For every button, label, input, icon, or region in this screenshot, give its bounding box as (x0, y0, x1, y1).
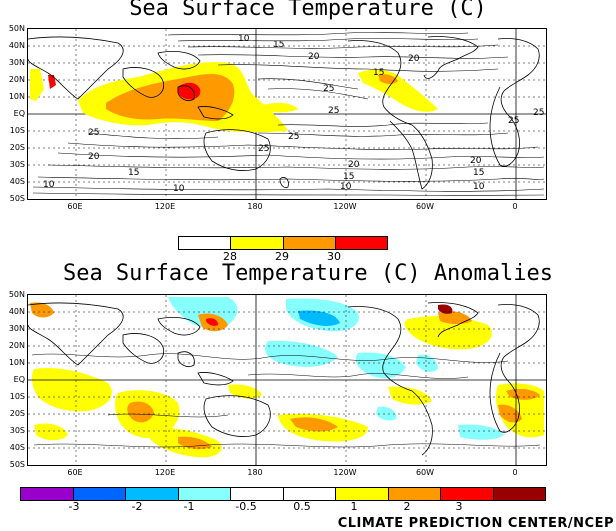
colorbar-swatch (493, 488, 545, 500)
lon-label: 180 (247, 468, 263, 477)
lon-label: 120E (154, 468, 176, 477)
colorbar-swatch (336, 488, 389, 500)
colorbar-label: -1 (183, 500, 195, 513)
lon-label: 120W (333, 202, 357, 211)
colorbar-label: 3 (455, 500, 463, 513)
lon-label: 60W (415, 468, 435, 477)
lat-label: 20S (9, 409, 25, 418)
lat-label: 40N (8, 307, 25, 316)
lat-label: 10N (8, 358, 25, 367)
lat-label: 40S (9, 443, 25, 452)
lon-label: 180 (247, 202, 263, 211)
lat-label: 10N (8, 92, 25, 101)
colorbar-label: 28 (223, 250, 237, 263)
colorbar-swatch (441, 488, 494, 500)
lat-label: 50N (8, 24, 25, 33)
colorbar-swatch (388, 488, 441, 500)
anomaly-map (27, 294, 547, 466)
colorbar-label: -0.5 (235, 500, 257, 513)
contour-label: 25 (533, 108, 544, 118)
colorbar-swatch (126, 488, 179, 500)
lat-label: 50S (9, 194, 25, 203)
sst-colorbar (178, 236, 388, 250)
lat-label: 10S (9, 126, 25, 135)
colorbar-swatch (283, 237, 336, 249)
colorbar-label: -2 (131, 500, 143, 513)
colorbar-swatch (231, 237, 284, 249)
contour-label: 15 (343, 172, 354, 182)
lat-label: 30N (8, 324, 25, 333)
lat-label: 50S (9, 460, 25, 469)
lat-label: EQ (13, 109, 25, 118)
contour-label: 15 (473, 168, 484, 178)
contour-label: 25 (88, 128, 99, 138)
colorbar-swatch (21, 488, 74, 500)
lon-label: 0 (512, 468, 518, 477)
anomaly-colorbar (20, 487, 546, 501)
lon-label: 120E (154, 202, 176, 211)
contour-label: 10 (473, 182, 485, 192)
lon-label: 60E (67, 468, 83, 477)
colorbar-label: 1 (350, 500, 358, 513)
contour-label: 20 (348, 160, 360, 170)
lat-label: 40N (8, 41, 25, 50)
contour-label: 25 (258, 144, 269, 154)
lat-label: EQ (13, 375, 25, 384)
lat-label: 10S (9, 392, 25, 401)
contour-label: 25 (508, 116, 519, 126)
colorbar-swatch (178, 488, 231, 500)
colorbar-label: 2 (403, 500, 411, 513)
colorbar-label: 30 (327, 250, 341, 263)
sst-map-canvas: 10 15 20 25 25 25 25 20 15 10 10 20 15 1… (28, 29, 546, 199)
lat-label: 40S (9, 177, 25, 186)
contour-label: 15 (273, 40, 284, 50)
contour-label: 10 (238, 34, 250, 44)
contour-label: 20 (88, 152, 100, 162)
contour-label: 15 (373, 68, 384, 78)
contour-label: 20 (308, 52, 320, 62)
anomaly-map-title: Sea Surface Temperature (C) Anomalies (62, 261, 554, 286)
colorbar-swatch (283, 488, 336, 500)
contour-label: 20 (470, 156, 482, 166)
colorbar-swatch (73, 488, 126, 500)
lon-label: 0 (512, 202, 518, 211)
contour-label: 25 (288, 132, 299, 142)
lat-label: 20S (9, 143, 25, 152)
colorbar-label: 0.5 (293, 500, 311, 513)
contour-label: 25 (328, 106, 339, 116)
lat-label: 50N (8, 290, 25, 299)
colorbar-swatch (231, 488, 284, 500)
contour-label: 20 (408, 54, 420, 64)
contour-label: 10 (340, 182, 352, 192)
colorbar-label: 29 (275, 250, 289, 263)
lon-label: 60E (67, 202, 83, 211)
lat-label: 30S (9, 426, 25, 435)
lat-label: 30N (8, 58, 25, 67)
sst-map-title: Sea Surface Temperature (C) (129, 0, 487, 21)
lon-label: 120W (333, 468, 357, 477)
contour-label: 25 (323, 84, 334, 94)
colorbar-label: -3 (68, 500, 80, 513)
anomaly-map-canvas (28, 295, 546, 465)
lat-label: 20N (8, 75, 25, 84)
sst-map: 10 15 20 25 25 25 25 20 15 10 10 20 15 1… (27, 28, 547, 200)
contour-label: 10 (43, 180, 55, 190)
credit-line: CLIMATE PREDICTION CENTER/NCEP (337, 516, 614, 531)
colorbar-swatch (335, 237, 387, 249)
lat-label: 20N (8, 341, 25, 350)
contour-label: 15 (128, 168, 139, 178)
lat-label: 30S (9, 160, 25, 169)
lon-label: 60W (415, 202, 435, 211)
colorbar-swatch (179, 237, 232, 249)
contour-label: 10 (173, 184, 185, 194)
